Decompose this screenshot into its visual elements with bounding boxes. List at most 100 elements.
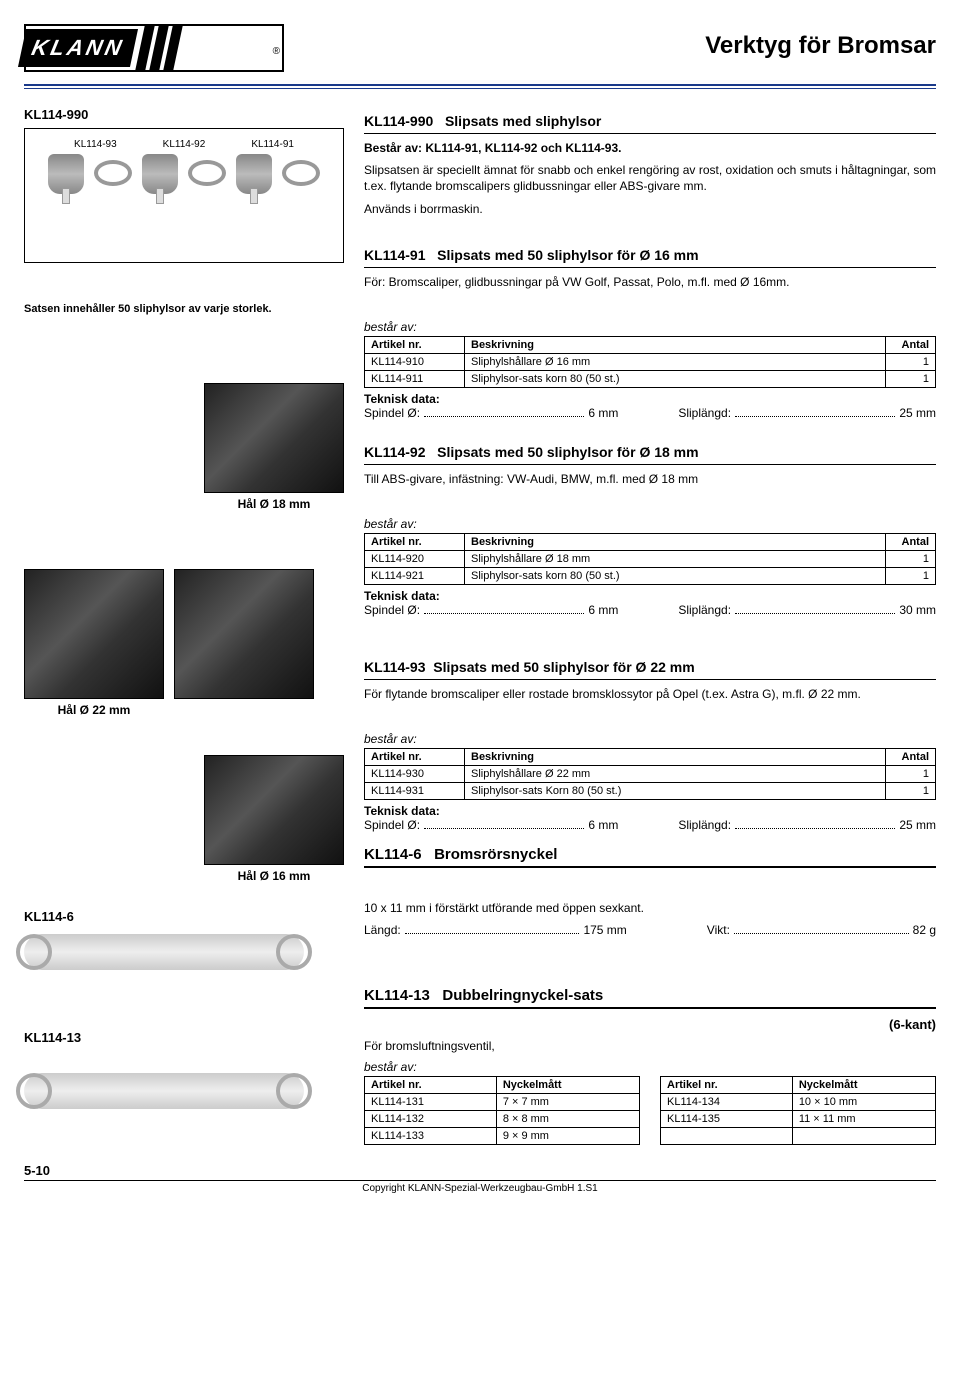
col-qty: Antal: [886, 534, 936, 551]
sec-13-desc: För bromsluftningsventil,: [364, 1038, 936, 1054]
sec-91-rule: [364, 267, 936, 268]
table-row: KL114-13511 × 11 mm: [661, 1110, 936, 1127]
cylinder-icon: [48, 154, 84, 194]
sec-93-title: KL114-93 Slipsats med 50 sliphylsor för …: [364, 659, 936, 675]
sec-6-desc: 10 x 11 mm i förstärkt utförande med öpp…: [364, 900, 936, 916]
col-size: Nyckelmått: [792, 1076, 935, 1093]
col-size: Nyckelmått: [496, 1076, 639, 1093]
sec-92-title: KL114-92 Slipsats med 50 sliphylsor för …: [364, 444, 936, 460]
table-header-row: Artikel nr. Nyckelmått: [661, 1076, 936, 1093]
hole-22-label: Hål Ø 22 mm: [24, 703, 164, 717]
sec-13-tables: Artikel nr. Nyckelmått KL114-1317 × 7 mm…: [364, 1076, 936, 1145]
fig-990-label: KL114-990: [24, 107, 344, 122]
col-qty: Antal: [886, 749, 936, 766]
col-description: Beskrivning: [465, 534, 886, 551]
fig-sub-91: KL114-91: [251, 139, 294, 150]
ring-icon: [94, 154, 132, 194]
product-photo-18: [204, 383, 344, 493]
table-header-row: Artikel nr. Nyckelmått: [365, 1076, 640, 1093]
hole-18-label: Hål Ø 18 mm: [204, 497, 344, 511]
col-article: Artikel nr.: [365, 336, 465, 353]
cylinder-icon: [236, 154, 272, 194]
table-row: KL114-1339 × 9 mm: [365, 1127, 640, 1144]
sec-990-desc: Slipsatsen är speciellt ämnat för snabb …: [364, 162, 936, 194]
sec-91-tech-row: Spindel Ø: 6 mm Sliplängd: 25 mm: [364, 406, 936, 420]
table-row: KL114-920 Sliphylshållare Ø 18 mm 1: [365, 551, 936, 568]
sec-93-bestar: består av:: [364, 732, 936, 746]
wrench-13-image: [24, 1073, 304, 1109]
sec-92-bestar: består av:: [364, 517, 936, 531]
col-article: Artikel nr.: [365, 534, 465, 551]
sec-91-desc: För: Bromscaliper, glidbussningar på VW …: [364, 274, 936, 290]
table-row: [661, 1127, 936, 1144]
page-footer: 5-10 Copyright KLANN-Spezial-Werkzeugbau…: [24, 1163, 936, 1194]
sec-91-title: KL114-91 Slipsats med 50 sliphylsor för …: [364, 247, 936, 263]
sec-93-tech-label: Teknisk data:: [364, 804, 936, 818]
table-row: KL114-911 Sliphylsor-sats korn 80 (50 st…: [365, 370, 936, 387]
sec-990-title: KL114-990 Slipsats med sliphylsor: [364, 113, 936, 129]
page-header: KLANN ® Verktyg för Bromsar: [24, 24, 936, 82]
sec-91-tech-label: Teknisk data:: [364, 392, 936, 406]
sec-6-rule: [364, 866, 936, 868]
header-rule-thick: [24, 84, 936, 86]
table-header-row: Artikel nr. Beskrivning Antal: [365, 534, 936, 551]
brand-name: KLANN: [18, 29, 138, 67]
ring-icon: [188, 154, 226, 194]
ring-icon: [282, 154, 320, 194]
table-row: KL114-921 Sliphylsor-sats korn 80 (50 st…: [365, 568, 936, 585]
registered-mark: ®: [273, 46, 280, 57]
kit-note: Satsen innehåller 50 sliphylsor av varje…: [24, 303, 344, 315]
sec-92-desc: Till ABS-givare, infästning: VW-Audi, BM…: [364, 471, 936, 487]
sec-990-rule: [364, 133, 936, 134]
col-article: Artikel nr.: [365, 1076, 497, 1093]
sec-990-usage: Används i borrmaskin.: [364, 201, 936, 217]
logo-stripes-icon: [140, 26, 178, 70]
table-row: KL114-930 Sliphylshållare Ø 22 mm 1: [365, 766, 936, 783]
sec-13-rule: [364, 1007, 936, 1009]
table-row: KL114-910 Sliphylshållare Ø 16 mm 1: [365, 353, 936, 370]
sec-6-title: KL114-6 Bromsrörsnyckel: [364, 846, 936, 863]
sec-13-table-right: Artikel nr. Nyckelmått KL114-13410 × 10 …: [660, 1076, 936, 1145]
sec-91-table: Artikel nr. Beskrivning Antal KL114-910 …: [364, 336, 936, 388]
table-header-row: Artikel nr. Beskrivning Antal: [365, 336, 936, 353]
brand-logo: KLANN ®: [24, 24, 284, 72]
copyright: Copyright KLANN-Spezial-Werkzeugbau-GmbH…: [24, 1183, 936, 1194]
col-description: Beskrivning: [465, 749, 886, 766]
wrench-6-image: [24, 934, 304, 970]
sec-92-tech-label: Teknisk data:: [364, 589, 936, 603]
sec-92-tech-row: Spindel Ø: 6 mm Sliplängd: 30 mm: [364, 603, 936, 617]
fig-sub-93: KL114-93: [74, 139, 117, 150]
hole-16-label: Hål Ø 16 mm: [204, 869, 344, 883]
fig-990-box: KL114-93 KL114-92 KL114-91: [24, 128, 344, 263]
sec-13-table-left: Artikel nr. Nyckelmått KL114-1317 × 7 mm…: [364, 1076, 640, 1145]
page-number: 5-10: [24, 1163, 936, 1178]
sec-93-rule: [364, 679, 936, 680]
product-photo-22a: [24, 569, 164, 699]
table-row: KL114-1328 × 8 mm: [365, 1110, 640, 1127]
sec-93-table: Artikel nr. Beskrivning Antal KL114-930 …: [364, 748, 936, 800]
sec-13-bestar: består av:: [364, 1060, 936, 1074]
table-header-row: Artikel nr. Beskrivning Antal: [365, 749, 936, 766]
product-photo-22b: [174, 569, 314, 699]
sec-91-bestar: består av:: [364, 320, 936, 334]
left-column: KL114-990 KL114-93 KL114-92 KL114-91 Sat…: [24, 107, 344, 1145]
col-article: Artikel nr.: [365, 749, 465, 766]
right-column: KL114-990 Slipsats med sliphylsor Består…: [364, 107, 936, 1145]
table-row: KL114-1317 × 7 mm: [365, 1093, 640, 1110]
sec-13-sub: (6-kant): [364, 1017, 936, 1032]
sec-93-desc: För flytande bromscaliper eller rostade …: [364, 686, 936, 702]
footer-rule: [24, 1180, 936, 1181]
product-photo-16: [204, 755, 344, 865]
sec-6-tech-row: Längd: 175 mm Vikt: 82 g: [364, 923, 936, 937]
fig-sub-92: KL114-92: [163, 139, 206, 150]
table-row: KL114-931 Sliphylsor-sats Korn 80 (50 st…: [365, 783, 936, 800]
sec-13-title: KL114-13 Dubbelringnyckel-sats: [364, 987, 936, 1004]
sec-92-rule: [364, 464, 936, 465]
kl114-13-label: KL114-13: [24, 1030, 344, 1045]
kl114-6-label: KL114-6: [24, 909, 344, 924]
table-row: KL114-13410 × 10 mm: [661, 1093, 936, 1110]
col-article: Artikel nr.: [661, 1076, 793, 1093]
col-description: Beskrivning: [465, 336, 886, 353]
sec-93-tech-row: Spindel Ø: 6 mm Sliplängd: 25 mm: [364, 818, 936, 832]
header-rule-thin: [24, 88, 936, 89]
